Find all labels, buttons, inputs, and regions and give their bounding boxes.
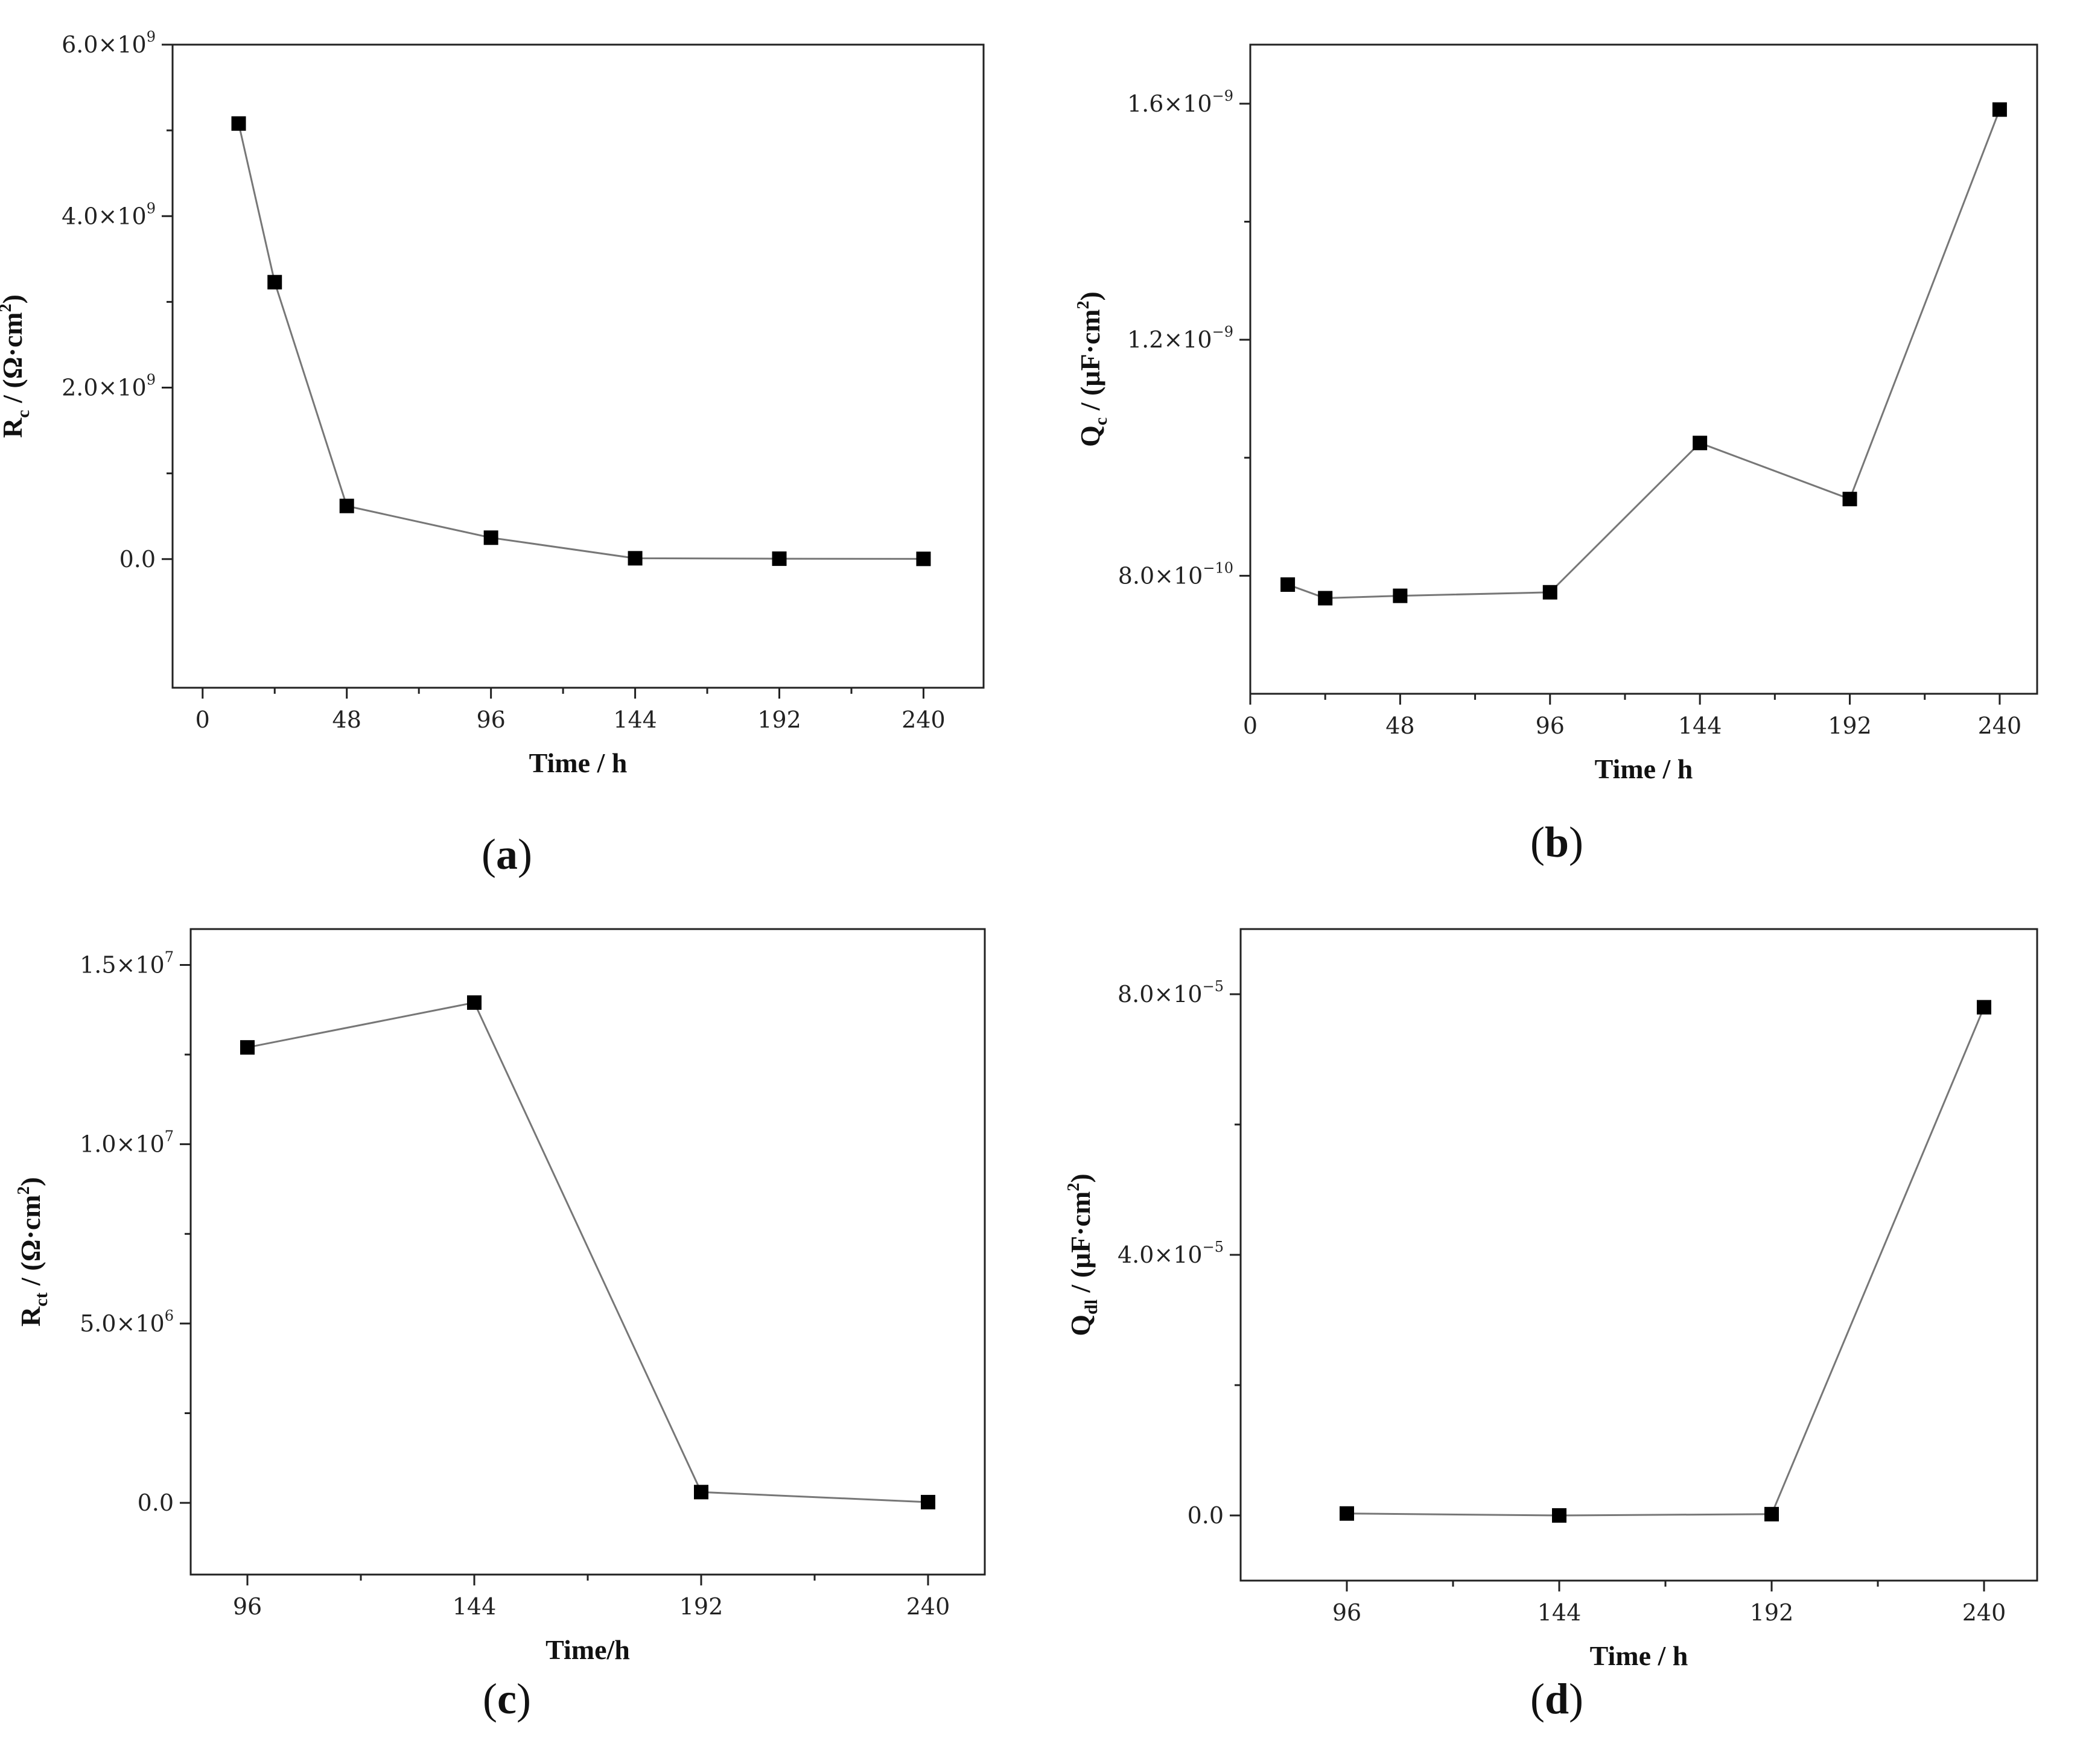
y-tick-label: 1.5×107 <box>80 948 174 978</box>
data-point <box>231 116 246 131</box>
y-tick-label: 1.2×10−9 <box>1127 323 1233 353</box>
data-point <box>240 1040 255 1055</box>
x-tick-label: 240 <box>906 1593 950 1620</box>
data-point <box>1393 588 1408 603</box>
plot-frame <box>171 43 985 689</box>
x-axis-title: Time / h <box>1590 1640 1688 1671</box>
series-line <box>247 1001 929 1503</box>
plot-frame <box>1239 928 2038 1582</box>
y-tick-label: 8.0×10−5 <box>1118 978 1224 1007</box>
data-point <box>339 498 354 513</box>
y-axis-title: Qc / (μF·cm2) <box>1074 291 1111 447</box>
y-axis-title: Rct / (Ω·cm2) <box>14 1177 51 1327</box>
data-point <box>628 551 643 566</box>
x-tick-label: 192 <box>757 706 801 733</box>
y-tick-label: 5.0×106 <box>80 1307 174 1337</box>
chart-panel-d: 96 144 192 240 0.0 4.0×10−5 8.0×10−5 Time / h Qd… <box>1064 928 2038 1723</box>
data-point <box>916 551 931 566</box>
y-tick-label: 0.0 <box>1188 1502 1224 1529</box>
data-point <box>772 551 787 566</box>
data-point <box>1542 585 1557 600</box>
panel-label: (a) <box>482 830 532 878</box>
panel-label: (b) <box>1530 818 1583 866</box>
x-tick-label: 144 <box>453 1593 497 1620</box>
plot-frame <box>189 928 986 1576</box>
series-line <box>238 123 924 560</box>
x-tick-label: 240 <box>1978 712 2022 739</box>
y-tick-label: 0.0 <box>138 1490 174 1516</box>
panel-label: (c) <box>483 1675 531 1723</box>
data-point <box>1318 591 1333 606</box>
x-tick-label: 96 <box>1332 1599 1361 1626</box>
x-tick-label: 144 <box>1538 1599 1582 1626</box>
data-point <box>1280 577 1296 592</box>
y-tick-label: 6.0×109 <box>62 28 156 58</box>
y-axis-title: Qdl / (μF·cm2) <box>1064 1173 1101 1336</box>
x-tick-label: 48 <box>1385 712 1414 739</box>
x-tick-label: 96 <box>476 706 505 733</box>
y-tick-label: 2.0×109 <box>62 372 156 401</box>
data-point <box>1552 1508 1566 1523</box>
y-tick-label: 4.0×109 <box>62 200 156 229</box>
data-point <box>1842 492 1857 507</box>
x-tick-label: 240 <box>1962 1599 2006 1626</box>
panel-label: (d) <box>1530 1675 1583 1723</box>
data-point <box>1992 102 2007 117</box>
series-line <box>1287 109 2001 600</box>
y-tick-label: 4.0×10−5 <box>1118 1239 1224 1268</box>
x-tick-label: 192 <box>679 1593 723 1620</box>
x-tick-label: 144 <box>613 706 657 733</box>
data-point <box>267 274 282 290</box>
series-line <box>1346 1007 1985 1517</box>
x-tick-label: 48 <box>332 706 361 733</box>
data-point <box>1693 436 1708 451</box>
data-point <box>483 530 498 545</box>
data-point <box>1340 1506 1354 1521</box>
x-tick-label: 192 <box>1750 1599 1794 1626</box>
y-axis-title: Rc / (Ω·cm2) <box>0 294 33 438</box>
data-point <box>694 1485 708 1500</box>
x-tick-label: 144 <box>1678 712 1722 739</box>
y-tick-label: 0.0 <box>119 546 156 573</box>
x-tick-label: 0 <box>196 706 210 733</box>
chart-panel-c: 96 144 192 240 0.0 5.0×106 1.0×107 1.5×107 Time/… <box>14 928 986 1723</box>
data-point <box>1764 1506 1779 1521</box>
x-axis-title: Time / h <box>1595 754 1693 784</box>
y-tick-label: 8.0×10−10 <box>1118 559 1233 589</box>
plot-frame <box>1249 43 2038 695</box>
x-axis-title: Time / h <box>529 747 628 778</box>
x-tick-label: 192 <box>1828 712 1872 739</box>
x-tick-label: 96 <box>1536 712 1565 739</box>
x-axis-title: Time/h <box>545 1634 630 1665</box>
x-tick-label: 240 <box>902 706 946 733</box>
data-point <box>921 1494 935 1509</box>
data-point <box>467 995 482 1010</box>
y-tick-label: 1.0×107 <box>80 1128 174 1158</box>
data-point <box>1977 1000 1991 1015</box>
x-tick-label: 0 <box>1243 712 1258 739</box>
chart-panel-b: 0 48 96 144 192 240 8.0×10−10 1.2×10−9 1.6×10−9 T… <box>1074 43 2038 866</box>
chart-panel-a: 0 48 96 144 192 240 0.0 2.0×109 4.0×109 6.0×109 Ti… <box>0 28 985 878</box>
y-tick-label: 1.6×10−9 <box>1127 87 1233 117</box>
x-tick-label: 96 <box>233 1593 262 1620</box>
